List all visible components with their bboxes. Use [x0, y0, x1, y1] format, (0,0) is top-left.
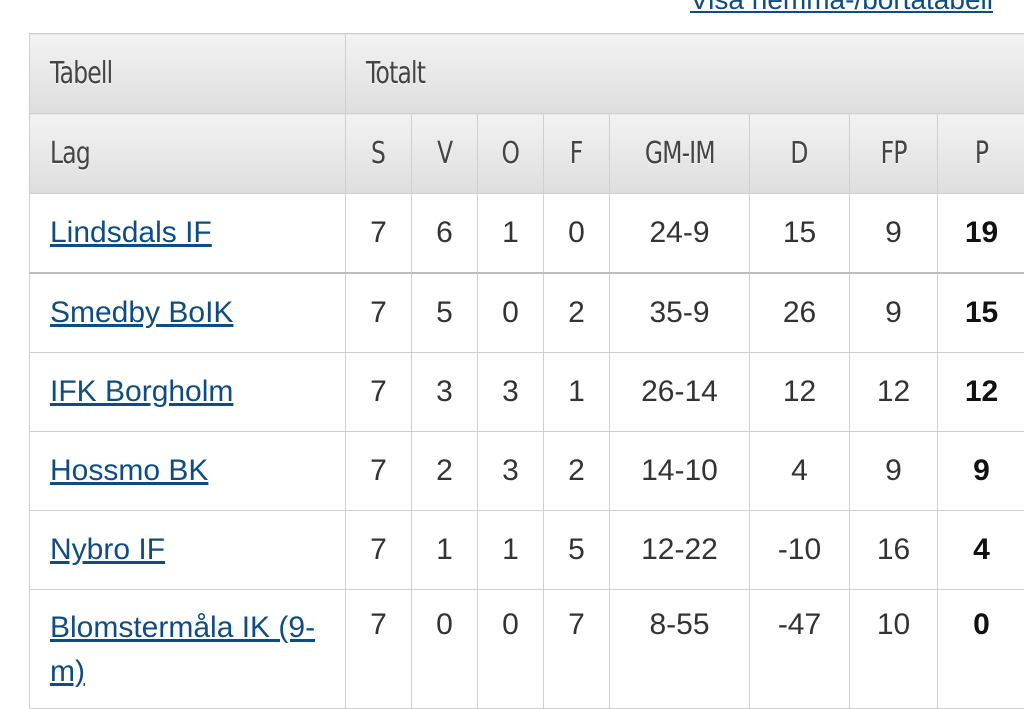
lost-cell: 5	[544, 511, 610, 590]
fairplay-cell: 12	[850, 353, 938, 432]
team-link[interactable]: Smedby BoIK	[50, 296, 233, 329]
table-row: Hossmo BK 7 2 3 2 14-10 4 9 9	[30, 432, 1024, 511]
team-cell: Blomstermåla IK (9-m)	[30, 590, 346, 709]
col-header-drawn[interactable]: O	[478, 114, 544, 194]
played-cell: 7	[346, 273, 412, 353]
points-cell: 9	[938, 432, 1024, 511]
fairplay-cell: 9	[850, 273, 938, 353]
points-cell: 0	[938, 590, 1024, 709]
col-header-diff[interactable]: D	[750, 114, 850, 194]
fairplay-cell: 9	[850, 432, 938, 511]
home-away-table-link[interactable]: Visa hemma-/bortatabell	[690, 0, 993, 16]
goals-cell: 35-9	[610, 273, 750, 353]
col-header-goals[interactable]: GM-IM	[610, 114, 750, 194]
team-link[interactable]: Hossmo BK	[50, 454, 208, 487]
team-link[interactable]: Lindsdals IF	[50, 216, 212, 249]
col-header-fairplay[interactable]: FP	[850, 114, 938, 194]
col-header-played[interactable]: S	[346, 114, 412, 194]
points-cell: 15	[938, 273, 1024, 353]
standings-table: Tabell Totalt Lag S V O F GM-IM D FP P L…	[29, 33, 1024, 709]
points-cell: 12	[938, 353, 1024, 432]
goals-cell: 26-14	[610, 353, 750, 432]
column-header-row: Lag S V O F GM-IM D FP P	[30, 114, 1024, 194]
won-cell: 6	[412, 194, 478, 274]
lost-cell: 2	[544, 432, 610, 511]
col-header-team[interactable]: Lag	[30, 114, 346, 194]
diff-cell: 26	[750, 273, 850, 353]
total-group-header: Totalt	[346, 34, 1024, 114]
goals-cell: 8-55	[610, 590, 750, 709]
played-cell: 7	[346, 590, 412, 709]
table-row: Blomstermåla IK (9-m) 7 0 0 7 8-55 -47 1…	[30, 590, 1024, 709]
team-cell: IFK Borgholm	[30, 353, 346, 432]
team-cell: Smedby BoIK	[30, 273, 346, 353]
fairplay-cell: 9	[850, 194, 938, 274]
lost-cell: 1	[544, 353, 610, 432]
team-cell: Lindsdals IF	[30, 194, 346, 274]
won-cell: 0	[412, 590, 478, 709]
table-row: Nybro IF 7 1 1 5 12-22 -10 16 4	[30, 511, 1024, 590]
drawn-cell: 0	[478, 273, 544, 353]
lost-cell: 7	[544, 590, 610, 709]
points-cell: 4	[938, 511, 1024, 590]
won-cell: 3	[412, 353, 478, 432]
won-cell: 2	[412, 432, 478, 511]
team-cell: Hossmo BK	[30, 432, 346, 511]
goals-cell: 24-9	[610, 194, 750, 274]
points-cell: 19	[938, 194, 1024, 274]
goals-cell: 14-10	[610, 432, 750, 511]
table-row: IFK Borgholm 7 3 3 1 26-14 12 12 12	[30, 353, 1024, 432]
lost-cell: 2	[544, 273, 610, 353]
drawn-cell: 3	[478, 353, 544, 432]
fairplay-cell: 16	[850, 511, 938, 590]
col-header-won[interactable]: V	[412, 114, 478, 194]
drawn-cell: 1	[478, 194, 544, 274]
team-link[interactable]: Blomstermåla IK (9-m)	[50, 611, 315, 688]
table-row: Lindsdals IF 7 6 1 0 24-9 15 9 19	[30, 194, 1024, 274]
team-cell: Nybro IF	[30, 511, 346, 590]
diff-cell: 4	[750, 432, 850, 511]
played-cell: 7	[346, 432, 412, 511]
played-cell: 7	[346, 353, 412, 432]
drawn-cell: 1	[478, 511, 544, 590]
diff-cell: 12	[750, 353, 850, 432]
goals-cell: 12-22	[610, 511, 750, 590]
col-header-lost[interactable]: F	[544, 114, 610, 194]
drawn-cell: 3	[478, 432, 544, 511]
table-group-header: Tabell	[30, 34, 346, 114]
played-cell: 7	[346, 194, 412, 274]
col-header-points[interactable]: P	[938, 114, 1024, 194]
won-cell: 5	[412, 273, 478, 353]
group-header-row: Tabell Totalt	[30, 34, 1024, 114]
diff-cell: 15	[750, 194, 850, 274]
team-link[interactable]: Nybro IF	[50, 533, 165, 566]
fairplay-cell: 10	[850, 590, 938, 709]
table-row: Smedby BoIK 7 5 0 2 35-9 26 9 15	[30, 273, 1024, 353]
won-cell: 1	[412, 511, 478, 590]
team-link[interactable]: IFK Borgholm	[50, 375, 233, 408]
drawn-cell: 0	[478, 590, 544, 709]
played-cell: 7	[346, 511, 412, 590]
diff-cell: -47	[750, 590, 850, 709]
lost-cell: 0	[544, 194, 610, 274]
diff-cell: -10	[750, 511, 850, 590]
